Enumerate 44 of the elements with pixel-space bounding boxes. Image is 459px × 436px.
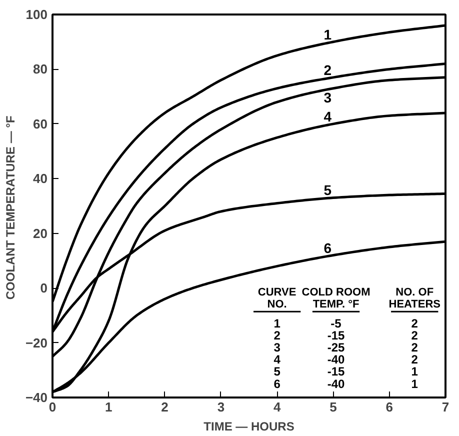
annotation: -15 [327, 328, 346, 343]
annotation: -5 [330, 316, 342, 331]
annotation: 2 [411, 352, 418, 367]
x-axis-title: TIME — HOURS [204, 420, 294, 434]
x-tick-label: 3 [217, 400, 225, 414]
annotation: 2 [411, 328, 418, 343]
y-tick-label: −40 [25, 390, 48, 405]
annotation: CURVE NO. [258, 286, 296, 310]
annotation: 1 [411, 364, 418, 379]
annotation: 2 [411, 340, 418, 355]
annotation: 5 [274, 364, 281, 379]
x-tick-label: 5 [330, 400, 337, 414]
x-tick-label: 1 [105, 400, 112, 414]
annotation: 1 [324, 26, 332, 43]
annotation: 4 [274, 352, 281, 367]
x-tick-label: 2 [161, 400, 168, 414]
annotation: 2 [324, 62, 332, 78]
annotation: COLD ROOM TEMP. °F [302, 286, 370, 310]
y-tick-label: 40 [33, 171, 48, 186]
series-label: 6 [324, 240, 332, 256]
series-label: 4 [324, 108, 332, 125]
y-axis-title: COOLANT TEMPERATURE — °F [3, 116, 18, 300]
annotation: NO. OF HEATERS [388, 286, 440, 310]
y-tick-label: −20 [25, 335, 48, 350]
series-label: 5 [324, 182, 332, 198]
y-tick-label: 80 [33, 62, 48, 77]
y-tick-label: 20 [33, 226, 48, 241]
legend-label: 1 [274, 316, 281, 331]
annotation: -15 [327, 364, 346, 379]
annotation: 3 [274, 340, 281, 355]
annotation: -40 [327, 352, 346, 367]
x-tick-label: 6 [386, 400, 393, 414]
series-label: 3 [324, 90, 332, 106]
annotation: 2 [274, 328, 281, 343]
annotation: -25 [327, 340, 346, 355]
annotation: 1 [411, 376, 418, 391]
legend-label: 2 [411, 316, 418, 331]
x-tick-label: 7 [442, 400, 450, 414]
annotation: 6 [274, 376, 281, 391]
x-tick-label: 4 [273, 400, 282, 414]
annotation: -40 [327, 376, 346, 391]
y-tick-label: 100 [26, 7, 48, 22]
y-tick-label: 60 [33, 116, 48, 132]
y-tick-label: 0 [40, 280, 48, 296]
